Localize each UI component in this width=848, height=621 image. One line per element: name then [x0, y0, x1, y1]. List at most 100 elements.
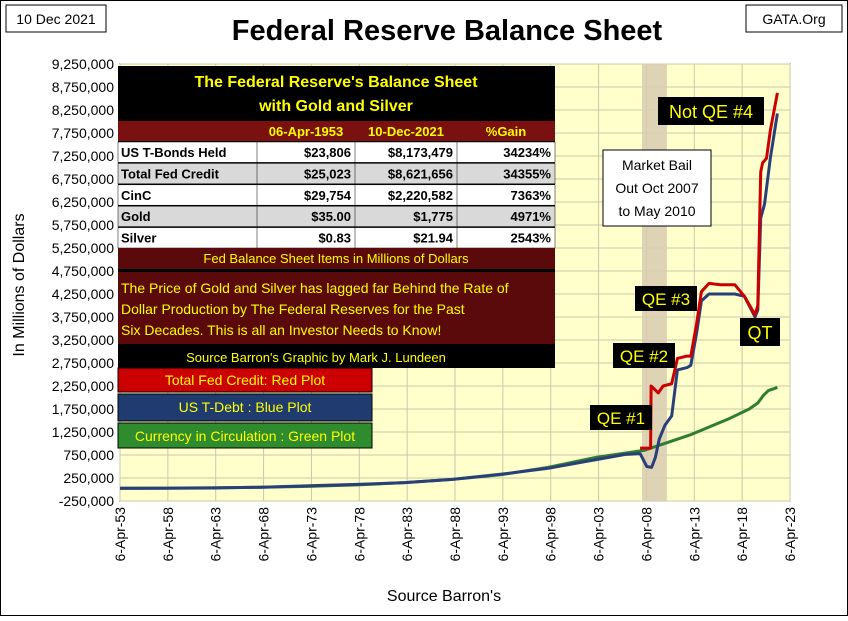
credit-line: Source Barron's Graphic by Mark J. Lunde… — [186, 350, 446, 365]
qe1-box — [590, 405, 652, 430]
qe3-label: QE #3 — [642, 290, 690, 309]
y-axis-label: In Millions of Dollars — [11, 213, 28, 356]
table-row-bg — [117, 184, 556, 206]
table-cell: $1,775 — [413, 209, 453, 224]
legend-green-label: Currency in Circulation : Green Plot — [135, 428, 355, 444]
chart-title: Federal Reserve Balance Sheet — [232, 15, 663, 47]
x-tick-label: 6-Apr-03 — [591, 507, 607, 562]
y-tick-label: 8,250,000 — [52, 102, 114, 118]
paragraph-line-2: Dollar Production by The Federal Reserve… — [121, 301, 465, 317]
table-row-label: CinC — [121, 188, 152, 203]
table-row-label: Silver — [121, 231, 156, 246]
y-tick-label: 4,750,000 — [52, 263, 114, 279]
table-cell: $8,173,479 — [388, 145, 453, 160]
bail-band-layer — [642, 64, 667, 501]
items-note-bg — [118, 248, 555, 269]
x-tick-label: 6-Apr-23 — [782, 507, 798, 562]
market-bail-line-3: to May 2010 — [618, 203, 695, 219]
x-tick-label: 6-Apr-13 — [686, 507, 702, 562]
info-box: The Federal Reserve's Balance Sheet with… — [117, 66, 556, 368]
y-tick-label: 2,750,000 — [52, 355, 114, 371]
table-cell: $29,754 — [304, 188, 352, 203]
paragraph-bg — [118, 272, 555, 344]
y-tick-label: 7,750,000 — [52, 125, 114, 141]
y-tick-label: 9,250,000 — [52, 56, 114, 72]
legend-red-label: Total Fed Credit: Red Plot — [165, 372, 325, 388]
legend-red-bg — [117, 367, 373, 393]
table-cell: $23,806 — [304, 145, 351, 160]
source-tag-box — [745, 4, 843, 33]
market-bail-line-1: Market Bail — [622, 157, 692, 173]
table-cell: 34355% — [503, 166, 551, 181]
legend: Total Fed Credit: Red Plot US T-Debt : B… — [117, 367, 373, 449]
qe1-label: QE #1 — [597, 409, 645, 428]
y-tick-label: 1,250,000 — [52, 424, 114, 440]
y-tick-label: 5,250,000 — [52, 240, 114, 256]
table-column-header: 06-Apr-1953 — [269, 124, 343, 139]
table-cell: $35.00 — [311, 209, 351, 224]
y-tick-label: 1,750,000 — [52, 401, 114, 417]
table-cell: 2543% — [511, 231, 552, 246]
items-note: Fed Balance Sheet Items in Millions of D… — [203, 251, 469, 266]
x-tick-label: 6-Apr-78 — [351, 507, 367, 562]
date-text: 10 Dec 2021 — [16, 11, 96, 27]
bail-band — [642, 64, 667, 501]
y-tick-label: 6,250,000 — [52, 194, 114, 210]
y-tick-label: 3,750,000 — [52, 309, 114, 325]
y-tick-label: 8,750,000 — [52, 79, 114, 95]
annotations: Market Bail Out Oct 2007 to May 2010 QE … — [590, 97, 780, 430]
table-cell: 34234% — [503, 145, 551, 160]
x-tick-label: 6-Apr-73 — [303, 507, 319, 562]
table-row-bg — [117, 141, 556, 163]
table-row-label: Total Fed Credit — [121, 166, 220, 181]
x-tick-label: 6-Apr-58 — [160, 507, 176, 562]
market-bail-box — [602, 149, 712, 227]
legend-green-bg — [117, 422, 373, 449]
x-tick-label: 6-Apr-68 — [256, 507, 272, 562]
table-cell: $0.83 — [318, 231, 351, 246]
gain-table: 06-Apr-1953 10-Dec-2021 %Gain US T-Bonds He… — [117, 121, 556, 249]
table-cell: $2,220,582 — [388, 188, 453, 203]
not-qe4-label: Not QE #4 — [669, 102, 753, 122]
y-tick-label: 5,750,000 — [52, 217, 114, 233]
paragraph-line-3: Six Decades. This is all an Investor Nee… — [121, 322, 441, 338]
table-cell: 4971% — [511, 209, 552, 224]
paragraph-line-1: The Price of Gold and Silver has lagged … — [121, 280, 509, 296]
table-column-header: 10-Dec-2021 — [368, 124, 444, 139]
qt-box — [740, 318, 780, 346]
table-header-bg — [118, 121, 555, 141]
x-axis-label: Source Barron's — [387, 588, 501, 605]
table-row-label: US T-Bonds Held — [121, 145, 227, 160]
market-bail-line-2: Out Oct 2007 — [615, 180, 698, 196]
table-row-bg — [117, 205, 556, 227]
date-box — [5, 4, 107, 33]
x-tick-label: 6-Apr-53 — [112, 507, 128, 562]
qe3-box — [635, 286, 697, 311]
qe2-box — [613, 343, 675, 368]
series-layer — [119, 92, 779, 490]
x-tick-label: 6-Apr-83 — [399, 507, 415, 562]
x-tick-label: 6-Apr-63 — [208, 507, 224, 562]
x-tick-label: 6-Apr-08 — [638, 507, 654, 562]
not-qe4-box — [658, 97, 764, 125]
source-tag-text: GATA.Org — [762, 11, 825, 27]
table-cell: $8,621,656 — [388, 166, 453, 181]
table-cell: $21.94 — [413, 231, 454, 246]
series-line-red — [640, 92, 779, 450]
x-tick-label: 6-Apr-88 — [447, 507, 463, 562]
legend-blue-bg — [117, 393, 373, 422]
legend-blue-label: US T-Debt : Blue Plot — [179, 399, 312, 415]
x-tick-labels: 6-Apr-53 6-Apr-58 6-Apr-63 6-Apr-68 6-Apr-73… — [112, 507, 798, 562]
y-tick-label: 7,250,000 — [52, 148, 114, 164]
y-tick-labels: -250,000 250,000 750,000 1,250,000 1,750,000… — [52, 56, 115, 509]
y-tick-label: 2,250,000 — [52, 378, 114, 394]
y-tick-label: 750,000 — [63, 447, 114, 463]
table-row-label: Gold — [121, 209, 151, 224]
qe2-label: QE #2 — [620, 347, 668, 366]
info-heading-line1: The Federal Reserve's Balance Sheet — [194, 74, 478, 91]
y-tick-label: 250,000 — [63, 470, 114, 486]
info-heading-line2: with Gold and Silver — [258, 98, 413, 115]
y-tick-label: 4,250,000 — [52, 286, 114, 302]
